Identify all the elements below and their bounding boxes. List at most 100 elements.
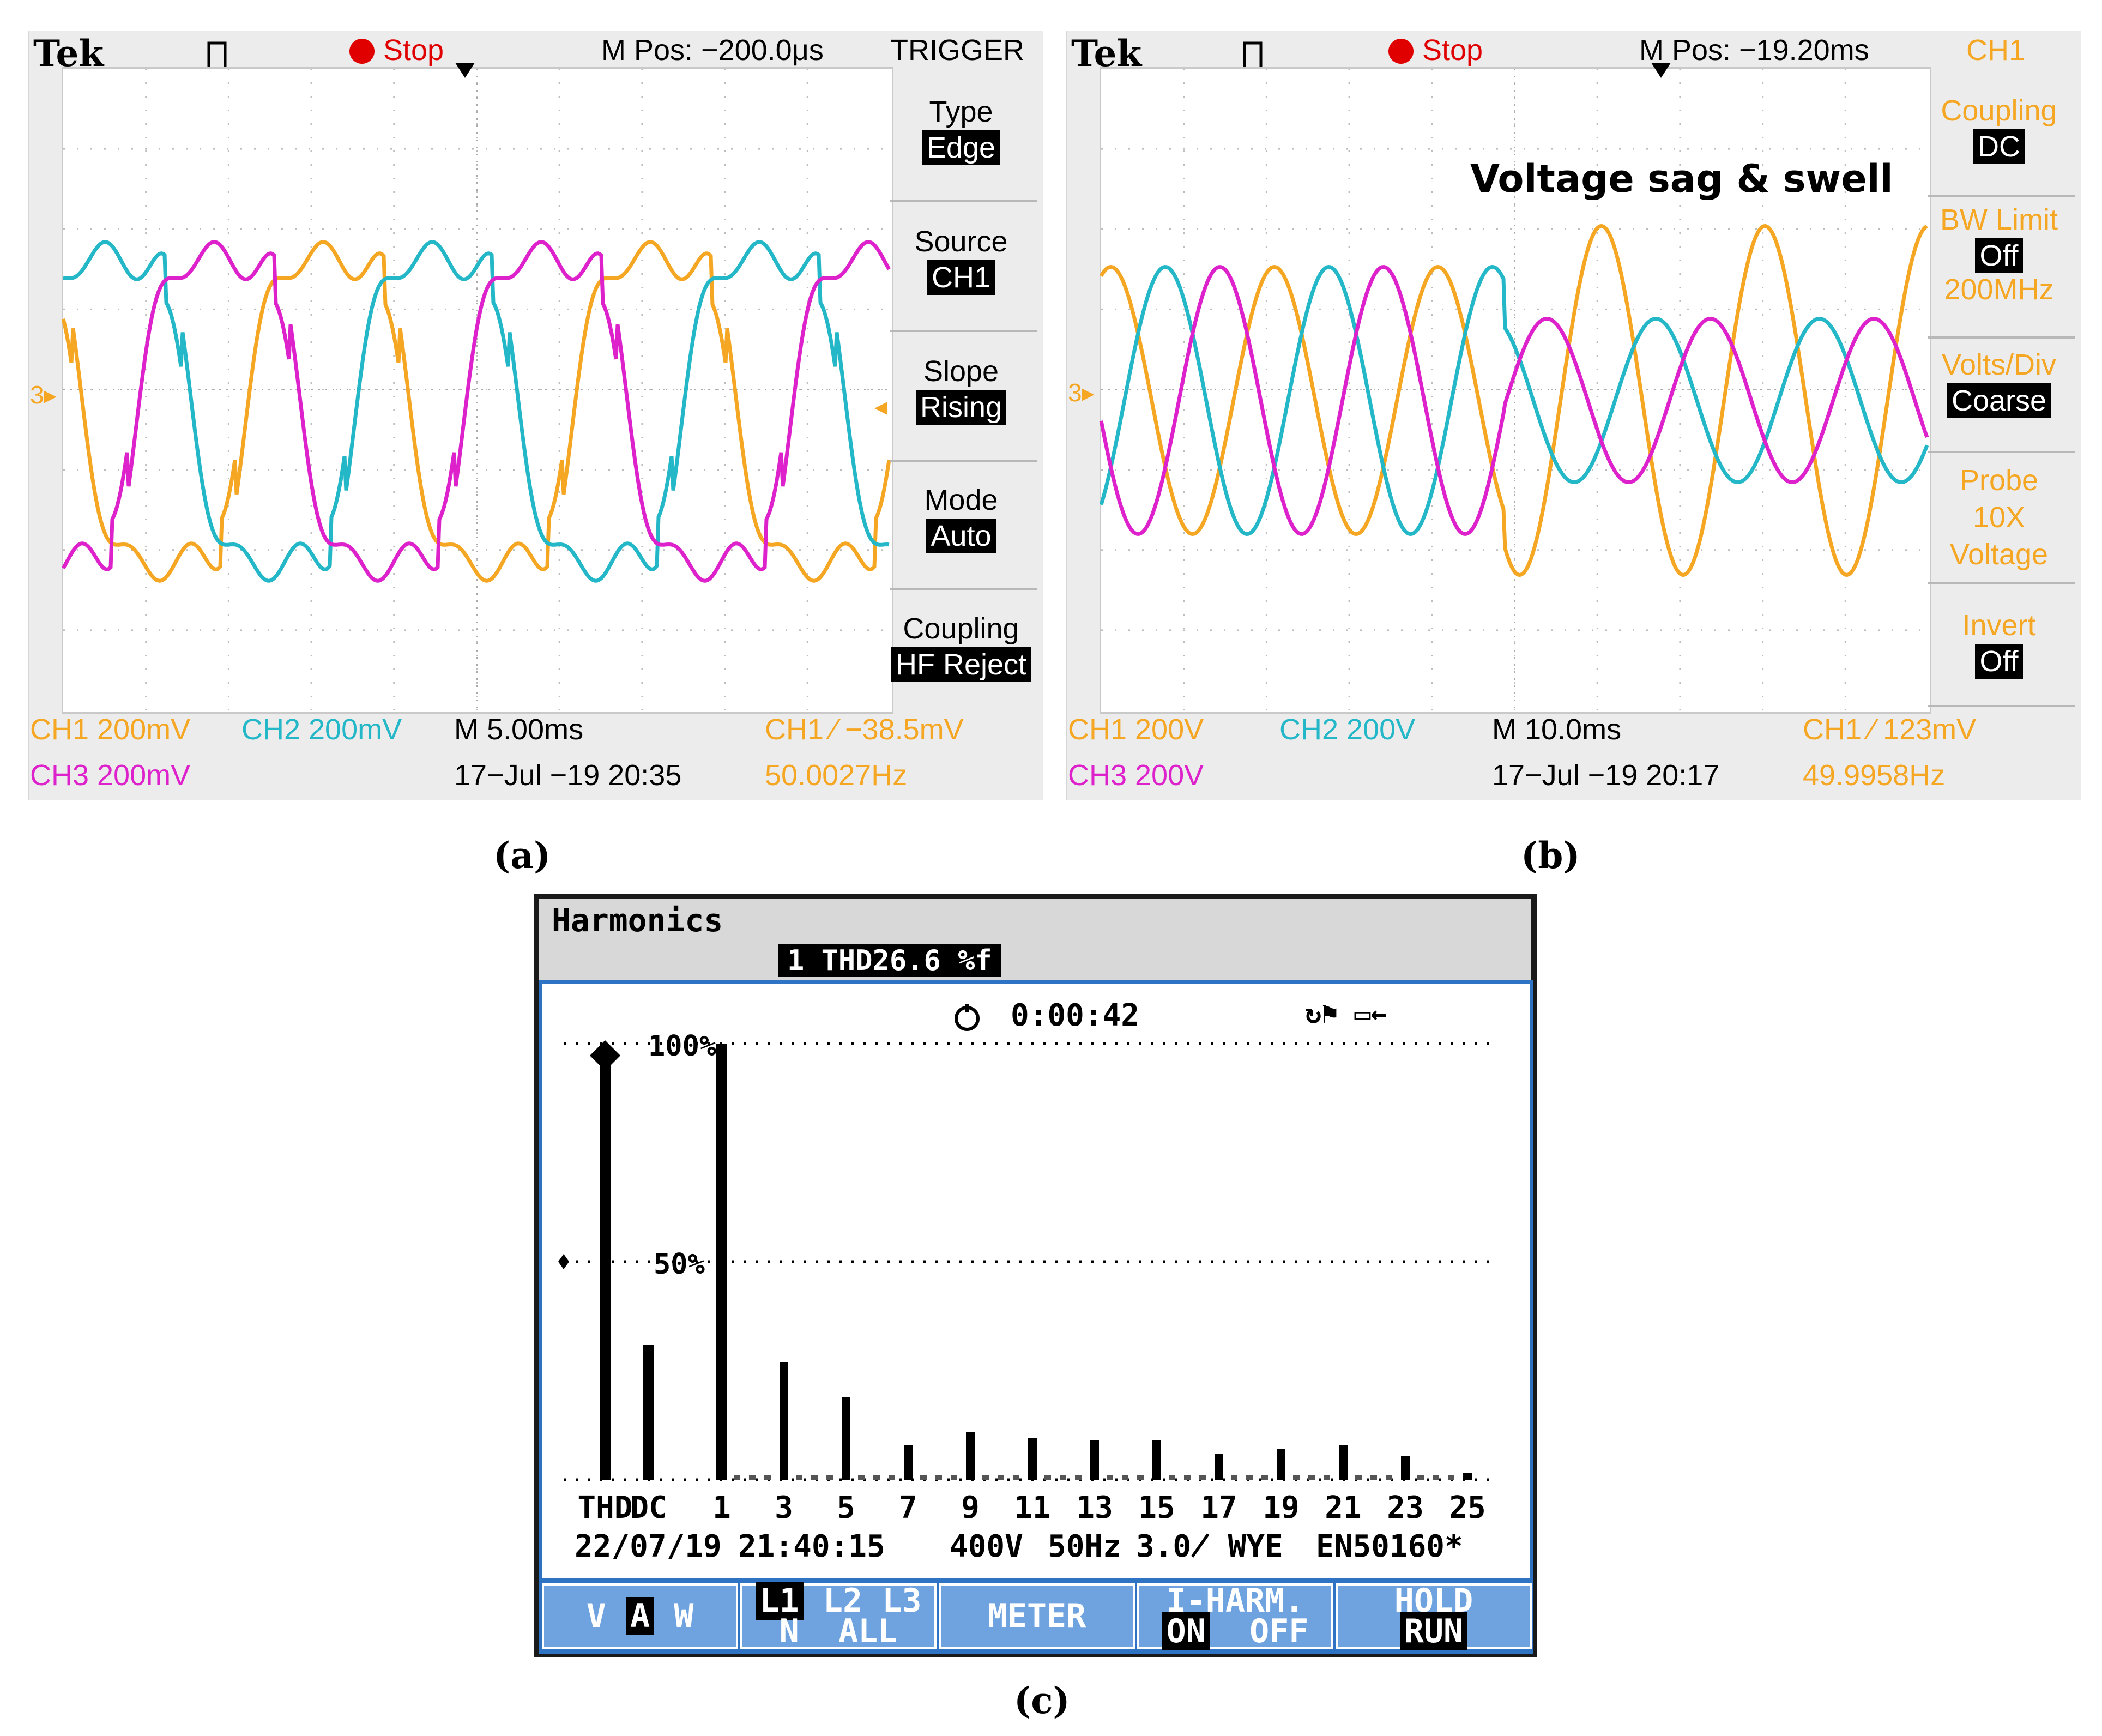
even-harmonic-bar — [858, 1475, 865, 1480]
menu-value: Rising — [915, 390, 1007, 425]
harmonics-screen: 0:00:42 ↻⚑ ▭← 100% 50% THD DC 1 3 5 7 9 11 13 15 17 1… — [539, 980, 1533, 1581]
timebase: M 5.00ms — [454, 713, 584, 746]
menu-item-coupling[interactable]: Coupling HF Reject — [887, 612, 1035, 682]
menu-label: Slope — [923, 355, 999, 388]
x-tick-label: DC — [630, 1490, 667, 1526]
vaw-key[interactable]: V A W — [542, 1583, 738, 1649]
even-harmonic-bar — [1308, 1475, 1315, 1480]
ch2-trace — [1099, 264, 1929, 537]
key-l1: L1 — [755, 1582, 804, 1620]
menu-line: 10X — [1972, 501, 2026, 534]
menu-value: Coarse — [1947, 383, 2051, 418]
timebase: M 10.0ms — [1492, 713, 1622, 746]
phase-select-key[interactable]: L1 L2 L3 N ALL — [740, 1582, 937, 1650]
thd-marker-icon — [590, 1040, 620, 1071]
menu-value: DC — [1973, 129, 2025, 164]
footer-config: 3.0̸ WYE — [1136, 1529, 1283, 1564]
menu-value: HF Reject — [891, 647, 1031, 682]
m-position: M Pos: −19.20ms — [1639, 34, 1869, 67]
menu-label: Volts/Div — [1941, 348, 2057, 381]
flag-icon: ⚑ — [1321, 998, 1338, 1029]
menu-item-invert[interactable]: Invert Off — [1925, 609, 2073, 679]
thd-tag: 1 THD26.6 %f — [778, 944, 1001, 977]
footer-date: 22/07/19 — [575, 1529, 722, 1564]
scope-panel-a: Tek Stop M Pos: −200.0μs TRIGGER 3▸ Type… — [28, 31, 1043, 800]
menu-item-source[interactable]: Source CH1 — [887, 225, 1035, 295]
menu-label: Type — [929, 95, 993, 128]
stop-indicator-icon — [349, 39, 375, 64]
elapsed-timer: 0:00:42 — [1011, 998, 1140, 1033]
menu-extra: 200MHz — [1944, 273, 2054, 306]
scope-panel-b: Tek Stop M Pos: −19.20ms CH1 Voltage sag… — [1066, 31, 2081, 800]
harmonic-bar — [966, 1432, 975, 1480]
even-harmonic-bar — [749, 1475, 756, 1480]
harmonic-bar — [1339, 1445, 1348, 1480]
hold-run-key[interactable]: HOLD RUN — [1336, 1582, 1532, 1650]
softkey-bar: V A W L1 L2 L3 N ALL METER I-HARM. ON OF… — [539, 1578, 1533, 1654]
plug-icon: ← — [1370, 998, 1387, 1029]
even-harmonic-bar — [1324, 1475, 1330, 1480]
ch3-scale: CH3 200V — [1068, 759, 1204, 792]
key-meter: METER — [987, 1597, 1086, 1635]
meter-key[interactable]: METER — [939, 1583, 1135, 1649]
frequency-readout: 50.0027Hz — [765, 759, 908, 792]
harmonic-bar — [643, 1345, 654, 1480]
key-run: RUN — [1399, 1612, 1468, 1650]
even-harmonic-bar — [764, 1475, 771, 1480]
x-tick-label: 5 — [837, 1490, 855, 1526]
x-tick-label: 11 — [1014, 1490, 1050, 1526]
even-harmonic-bar — [1386, 1475, 1392, 1480]
menu-value: Edge — [922, 130, 1000, 165]
menu-item-mode[interactable]: Mode Auto — [887, 484, 1035, 553]
trigger-level: CH1 ∕ 123mV — [1803, 713, 1977, 746]
harmonic-bar — [1463, 1473, 1472, 1480]
even-harmonic-bar — [1246, 1475, 1253, 1480]
key-off: OFF — [1249, 1612, 1309, 1650]
key-n: N — [779, 1612, 799, 1650]
even-harmonic-bar — [1169, 1475, 1175, 1480]
ch1-trace — [61, 240, 891, 583]
caption-c: (c) — [1014, 1679, 1070, 1722]
harmonic-bar — [904, 1445, 913, 1480]
even-harmonic-bar — [1184, 1475, 1191, 1480]
even-harmonic-bar — [1199, 1475, 1206, 1480]
footer-time: 21:40:15 — [738, 1529, 885, 1564]
x-tick-label: THD — [577, 1490, 632, 1526]
menu-label: Coupling — [903, 612, 1019, 645]
menu-item-slope[interactable]: Slope Rising — [887, 355, 1035, 425]
ch1-scale: CH1 200V — [1068, 713, 1204, 746]
ch1-trace — [1099, 224, 1928, 577]
power-analyzer-panel: Harmonics 1 THD26.6 %f 0:00:42 ↻⚑ ▭← 100… — [534, 894, 1537, 1657]
key-l2: L2 — [823, 1582, 863, 1620]
footer-frequency: 50Hz — [1048, 1529, 1121, 1564]
even-harmonic-bar — [826, 1475, 833, 1480]
x-tick-label: 19 — [1263, 1490, 1299, 1526]
menu-item-type[interactable]: Type Edge — [887, 95, 1035, 165]
even-harmonic-bar — [811, 1475, 818, 1480]
even-harmonic-bar — [1013, 1475, 1019, 1480]
x-tick-label: 9 — [961, 1490, 980, 1526]
menu-item-probe[interactable]: Probe 10X Voltage — [1925, 462, 2073, 573]
harmonic-bar — [1028, 1438, 1037, 1480]
key-hold: HOLD — [1394, 1582, 1473, 1620]
frequency-readout: 49.9958Hz — [1803, 759, 1946, 792]
even-harmonic-bar — [1293, 1475, 1300, 1480]
menu-item-coupling[interactable]: Coupling DC — [1925, 94, 2073, 164]
menu-item-volts-div[interactable]: Volts/Div Coarse — [1925, 348, 2073, 418]
harmonic-bar — [1152, 1440, 1161, 1480]
key-v: V — [586, 1597, 606, 1635]
ch3-scale: CH3 200mV — [30, 759, 191, 792]
ch3-trace — [1099, 265, 1929, 536]
iharm-key[interactable]: I-HARM. ON OFF — [1137, 1583, 1333, 1650]
menu-label: Mode — [924, 484, 998, 516]
x-tick-label: 15 — [1138, 1490, 1175, 1526]
even-harmonic-bar — [1261, 1475, 1268, 1480]
ch3-trace — [61, 240, 891, 583]
menu-item-bw-limit[interactable]: BW Limit Off 200MHz — [1925, 203, 2073, 306]
x-tick-label: 3 — [775, 1490, 793, 1526]
even-harmonic-bar — [1355, 1475, 1362, 1480]
menu-value: Off — [1975, 238, 2023, 273]
menu-label: Probe — [1959, 464, 2039, 497]
ch2-scale: CH2 200mV — [241, 713, 402, 746]
even-harmonic-bar — [982, 1475, 989, 1480]
